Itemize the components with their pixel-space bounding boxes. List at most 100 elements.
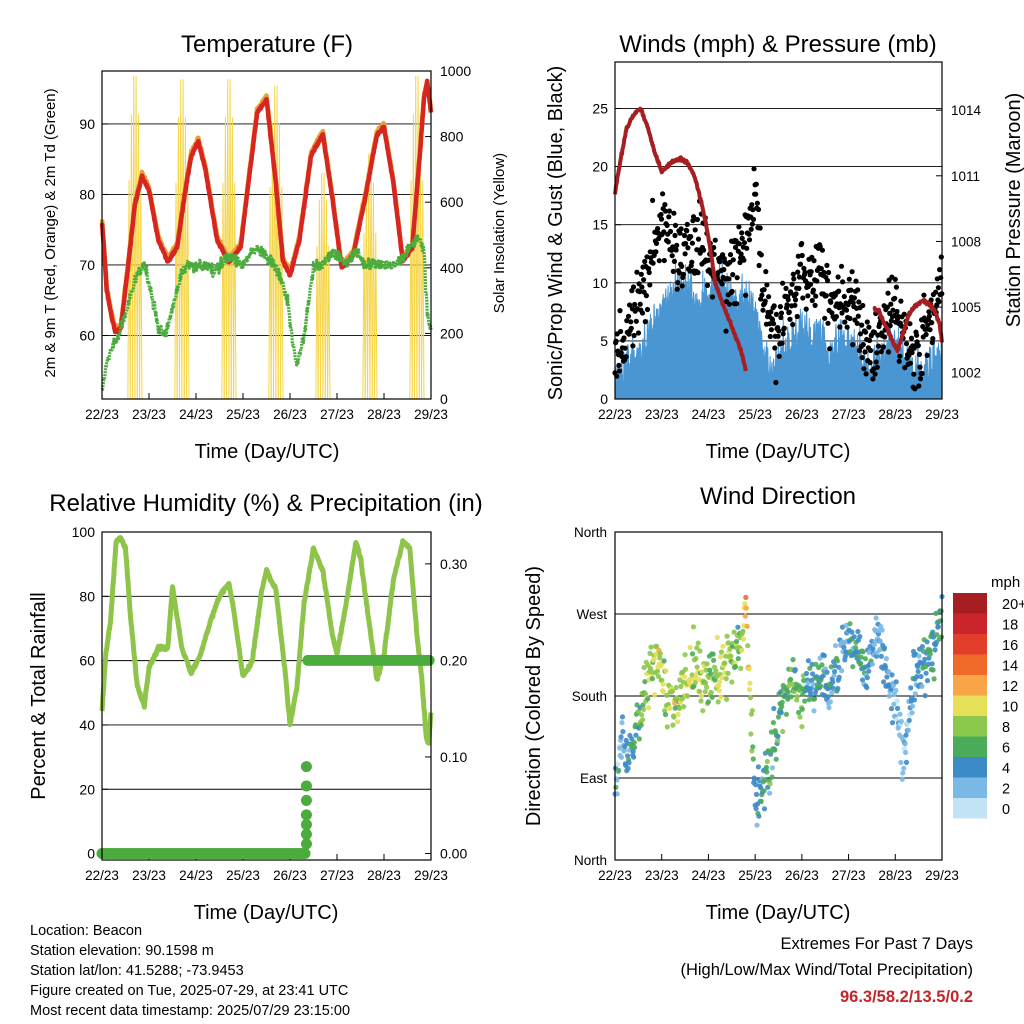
direction-point [808, 692, 814, 698]
direction-point [618, 734, 624, 740]
y-tick-right-label: 800 [440, 129, 464, 145]
gust-point [787, 316, 793, 322]
direction-point [698, 698, 704, 704]
gust-point [763, 269, 769, 275]
direction-point [857, 634, 863, 640]
insolation-spike [129, 114, 134, 400]
gust-point [656, 258, 662, 264]
direction-point [641, 664, 647, 671]
gust-point [726, 301, 733, 307]
legend-swatch [953, 695, 987, 716]
gust-point [833, 314, 840, 320]
gust-point [762, 298, 768, 304]
direction-point [773, 756, 779, 762]
gust-point [888, 318, 895, 324]
direction-point [933, 610, 939, 617]
direction-point [926, 655, 932, 661]
direction-point [678, 683, 684, 690]
gust-point [841, 293, 847, 300]
direction-point [858, 660, 864, 667]
direction-point [778, 710, 784, 716]
direction-point [690, 624, 697, 630]
direction-point [619, 714, 626, 720]
direction-point [882, 664, 889, 670]
direction-point [639, 712, 645, 718]
gust-point [916, 383, 922, 389]
direction-point [827, 699, 834, 705]
gust-point [917, 376, 924, 382]
direction-point [807, 665, 813, 671]
direction-point [924, 639, 930, 645]
direction-point [860, 677, 866, 683]
direction-point [745, 643, 751, 649]
gust-point [792, 297, 799, 303]
insolation-spike [176, 117, 181, 400]
direction-point [742, 613, 748, 619]
gust-point [625, 313, 632, 319]
gust-point [810, 287, 817, 293]
direction-point [915, 663, 921, 670]
x-tick-label: 24/23 [179, 868, 213, 883]
gust-point [890, 307, 896, 313]
gust-point [753, 181, 759, 187]
direction-point [909, 710, 915, 716]
gust-point [812, 302, 818, 308]
y-tick-label: 20 [592, 159, 608, 175]
gust-point [933, 289, 939, 295]
legend-swatch [953, 777, 987, 798]
direction-point [783, 711, 790, 717]
y-tick-label: 15 [592, 217, 608, 233]
gust-point [660, 191, 666, 197]
gust-point [814, 278, 820, 284]
direction-point [769, 774, 775, 780]
x-tick-label: 28/23 [367, 407, 401, 422]
direction-point [801, 677, 807, 684]
x-tick-label: 24/23 [179, 407, 213, 422]
direction-xlabel: Time (Day/UTC) [706, 902, 851, 924]
precip-point [300, 761, 312, 773]
y-tick-label: 60 [79, 653, 95, 669]
info-created: Figure created on Tue, 2025-07-29, at 23… [30, 983, 349, 999]
gust-point [734, 301, 740, 307]
gust-point [748, 226, 754, 232]
direction-point [809, 661, 815, 668]
gust-point [907, 360, 914, 366]
insolation-spike [327, 245, 331, 400]
legend-label: 6 [1002, 741, 1010, 757]
direction-point [775, 733, 781, 739]
x-tick-label: 27/23 [320, 407, 354, 422]
direction-point [877, 638, 883, 644]
direction-point [761, 788, 767, 794]
gust-point [690, 214, 697, 220]
gust-point [866, 337, 873, 344]
direction-point [891, 701, 897, 707]
gust-point [776, 328, 782, 334]
direction-point [661, 689, 667, 695]
direction-point [930, 667, 936, 673]
gust-point [642, 258, 648, 265]
direction-point [718, 694, 724, 700]
direction-point [881, 645, 888, 651]
direction-point [923, 670, 929, 676]
gust-point [671, 210, 677, 216]
legend-label: 10 [1002, 700, 1018, 716]
direction-point [855, 628, 861, 635]
insolation-spike [179, 79, 183, 400]
direction-point [618, 754, 625, 760]
insolation-spike [228, 79, 232, 400]
gust-point [850, 342, 856, 348]
gust-point [866, 324, 872, 330]
humidity-plot-area: 22/23 23/23 24/23 25/23 26/23 27/23 28/23 29/23… [72, 524, 468, 883]
gust-point [823, 293, 829, 299]
direction-point [714, 634, 720, 641]
gust-point [768, 327, 775, 333]
direction-point [615, 761, 621, 767]
direction-point [771, 705, 777, 712]
gust-point [819, 247, 826, 253]
direction-point [919, 683, 925, 690]
gust-point [892, 276, 898, 282]
insolation-spike [317, 199, 322, 400]
gust-point [818, 266, 824, 272]
direction-point [709, 694, 715, 700]
gust-point [647, 282, 653, 288]
